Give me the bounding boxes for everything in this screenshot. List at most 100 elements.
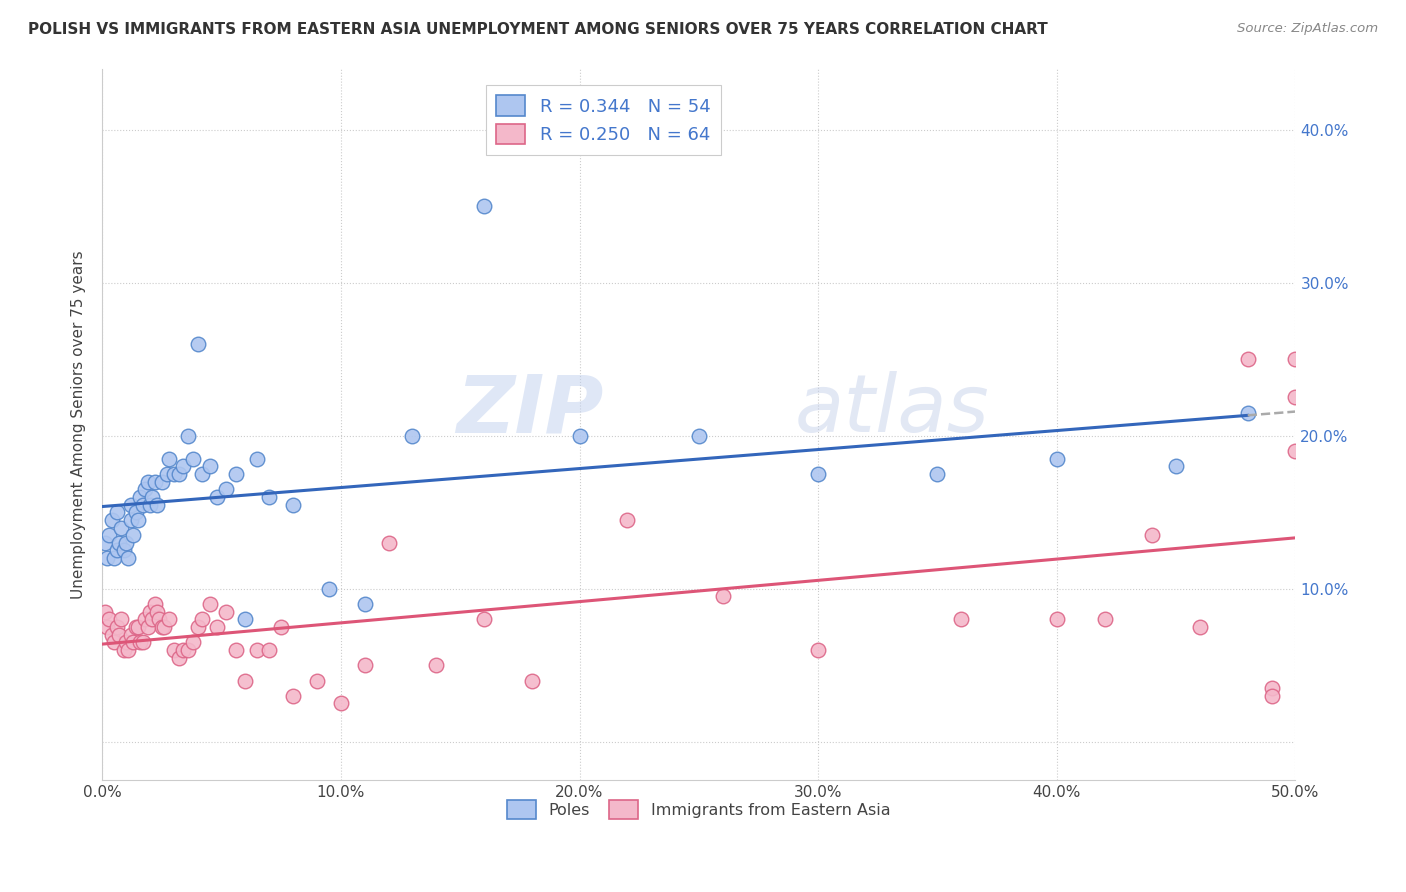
Point — [120, 627, 142, 641]
Point — [181, 635, 204, 649]
Point — [134, 612, 156, 626]
Point — [616, 513, 638, 527]
Point — [136, 620, 159, 634]
Point — [153, 620, 176, 634]
Point — [927, 467, 949, 481]
Point — [1236, 352, 1258, 367]
Point — [568, 428, 591, 442]
Point — [103, 551, 125, 566]
Point — [112, 643, 135, 657]
Point — [711, 590, 734, 604]
Point — [177, 643, 200, 657]
Point — [132, 635, 155, 649]
Point — [191, 467, 214, 481]
Point — [353, 597, 375, 611]
Point — [134, 482, 156, 496]
Point — [96, 620, 118, 634]
Point — [98, 528, 121, 542]
Point — [1260, 689, 1282, 703]
Point — [807, 467, 830, 481]
Point — [1142, 528, 1164, 542]
Point — [167, 467, 190, 481]
Point — [100, 513, 122, 527]
Point — [105, 620, 128, 634]
Point — [950, 612, 973, 626]
Point — [139, 605, 162, 619]
Point — [205, 620, 228, 634]
Point — [177, 428, 200, 442]
Point — [108, 627, 131, 641]
Point — [198, 597, 221, 611]
Point — [129, 490, 152, 504]
Point — [235, 612, 257, 626]
Point — [146, 605, 169, 619]
Point — [329, 697, 352, 711]
Point — [215, 605, 238, 619]
Point — [150, 475, 173, 489]
Point — [98, 612, 121, 626]
Point — [1188, 620, 1211, 634]
Point — [246, 451, 269, 466]
Point — [807, 643, 830, 657]
Point — [108, 536, 131, 550]
Point — [148, 612, 170, 626]
Point — [1046, 451, 1069, 466]
Point — [472, 199, 495, 213]
Point — [191, 612, 214, 626]
Point — [353, 658, 375, 673]
Point — [110, 520, 132, 534]
Point — [205, 490, 228, 504]
Point — [124, 620, 146, 634]
Text: atlas: atlas — [794, 371, 988, 449]
Point — [198, 459, 221, 474]
Point — [172, 643, 194, 657]
Point — [520, 673, 543, 688]
Point — [127, 513, 149, 527]
Point — [163, 467, 186, 481]
Point — [156, 467, 179, 481]
Point — [122, 528, 145, 542]
Point — [115, 536, 138, 550]
Point — [1236, 406, 1258, 420]
Point — [105, 543, 128, 558]
Point — [305, 673, 328, 688]
Point — [110, 612, 132, 626]
Point — [281, 498, 304, 512]
Point — [318, 582, 340, 596]
Point — [1260, 681, 1282, 695]
Point — [225, 643, 247, 657]
Point — [167, 650, 190, 665]
Point — [688, 428, 710, 442]
Point — [127, 620, 149, 634]
Point — [120, 513, 142, 527]
Point — [270, 620, 292, 634]
Point — [187, 337, 209, 351]
Point — [141, 612, 163, 626]
Point — [141, 490, 163, 504]
Point — [1284, 391, 1306, 405]
Point — [117, 643, 139, 657]
Point — [157, 451, 180, 466]
Point — [122, 635, 145, 649]
Point — [259, 643, 281, 657]
Point — [187, 620, 209, 634]
Point — [124, 505, 146, 519]
Point — [157, 612, 180, 626]
Point — [143, 597, 166, 611]
Point — [129, 635, 152, 649]
Point — [93, 605, 115, 619]
Point — [115, 635, 138, 649]
Point — [181, 451, 204, 466]
Point — [112, 543, 135, 558]
Point — [172, 459, 194, 474]
Text: POLISH VS IMMIGRANTS FROM EASTERN ASIA UNEMPLOYMENT AMONG SENIORS OVER 75 YEARS : POLISH VS IMMIGRANTS FROM EASTERN ASIA U… — [28, 22, 1047, 37]
Point — [139, 498, 162, 512]
Point — [1284, 444, 1306, 458]
Legend: Poles, Immigrants from Eastern Asia: Poles, Immigrants from Eastern Asia — [501, 794, 897, 825]
Point — [103, 635, 125, 649]
Point — [235, 673, 257, 688]
Y-axis label: Unemployment Among Seniors over 75 years: Unemployment Among Seniors over 75 years — [72, 250, 86, 599]
Point — [163, 643, 186, 657]
Point — [1166, 459, 1188, 474]
Point — [146, 498, 169, 512]
